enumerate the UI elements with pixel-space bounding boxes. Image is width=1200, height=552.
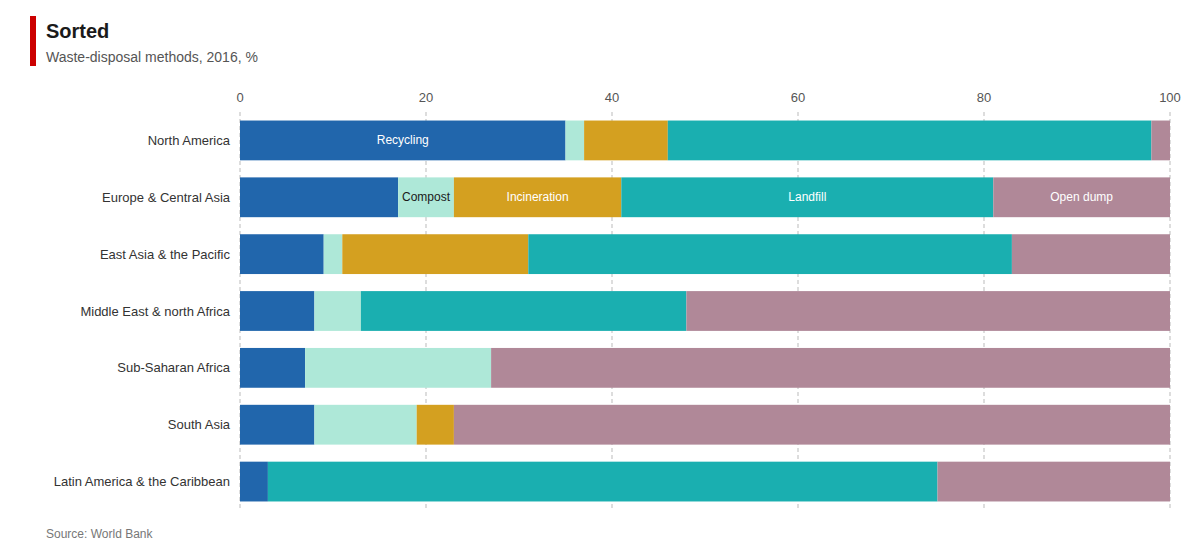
y-tick-label: North America xyxy=(148,133,231,148)
bar-segment xyxy=(240,348,305,388)
bars xyxy=(240,121,1170,502)
bar-segment xyxy=(268,462,938,502)
segment-label: Open dump xyxy=(1050,190,1113,204)
segment-label: Incineration xyxy=(507,190,569,204)
grid xyxy=(240,112,1170,510)
bar-segment xyxy=(398,177,454,217)
bar-segment xyxy=(566,121,585,161)
x-tick-label: 100 xyxy=(1159,90,1181,105)
y-tick-label: South Asia xyxy=(168,417,231,432)
bar-segment xyxy=(240,234,324,274)
bar-segment xyxy=(993,177,1170,217)
chart: Sorted Waste-disposal methods, 2016, % Sou… xyxy=(0,0,1200,552)
bar-segment xyxy=(584,121,668,161)
background xyxy=(0,0,1200,552)
y-tick-label: East Asia & the Pacific xyxy=(100,247,231,262)
x-tick-label: 20 xyxy=(419,90,433,105)
bar-segment xyxy=(621,177,993,217)
title: Sorted xyxy=(46,20,109,42)
y-tick-label: Latin America & the Caribbean xyxy=(54,474,230,489)
bar-segment xyxy=(240,177,398,217)
bar-segment xyxy=(454,177,621,217)
bar-segment xyxy=(314,291,361,331)
bar-segment xyxy=(240,405,314,445)
y-tick-label: Middle East & north Africa xyxy=(80,304,230,319)
bar-segment xyxy=(454,405,1170,445)
bar-segment xyxy=(240,121,566,161)
bar-segment xyxy=(240,462,268,502)
segment-label: Compost xyxy=(402,190,451,204)
bar-segment xyxy=(342,234,528,274)
bar-segment xyxy=(324,234,343,274)
y-tick-label: Sub-Saharan Africa xyxy=(117,360,231,375)
bar-segment xyxy=(417,405,454,445)
bar-segment xyxy=(686,291,1170,331)
subtitle: Waste-disposal methods, 2016, % xyxy=(46,49,258,65)
y-tick-label: Europe & Central Asia xyxy=(102,190,231,205)
bar-segment xyxy=(305,348,491,388)
bar-segment xyxy=(314,405,416,445)
bar-segment xyxy=(1012,234,1170,274)
accent-bar xyxy=(30,16,36,66)
segment-label: Landfill xyxy=(788,190,826,204)
x-tick-label: 60 xyxy=(791,90,805,105)
x-tick-label: 0 xyxy=(236,90,243,105)
source: Source: World Bank xyxy=(46,527,153,541)
x-tick-label: 80 xyxy=(977,90,991,105)
bar-segment xyxy=(668,121,1152,161)
bar-segment xyxy=(528,234,1012,274)
bar-segment xyxy=(361,291,687,331)
x-tick-label: 40 xyxy=(605,90,619,105)
segment-label: Recycling xyxy=(377,133,429,147)
bar-segment xyxy=(938,462,1171,502)
bar-segment xyxy=(240,291,314,331)
bar-segment xyxy=(491,348,1170,388)
bar-segment xyxy=(1151,121,1170,161)
